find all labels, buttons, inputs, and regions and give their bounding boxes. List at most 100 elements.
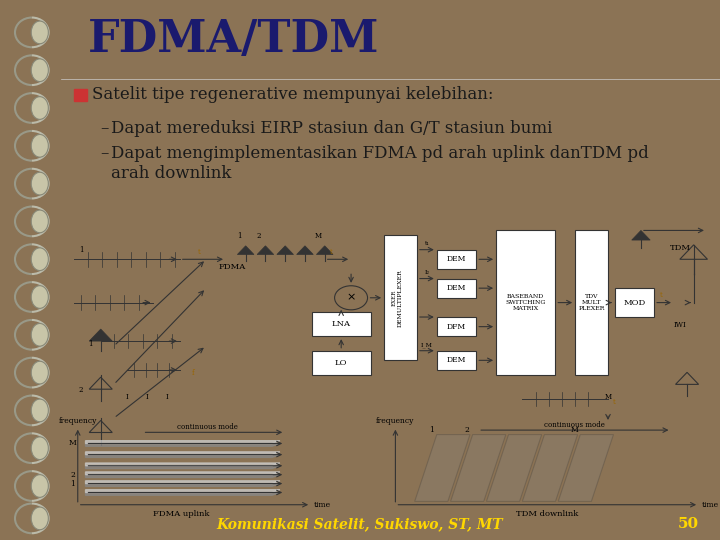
Text: DFM: DFM: [447, 323, 466, 330]
Text: TDV
MULT
PLEXER: TDV MULT PLEXER: [578, 294, 605, 311]
FancyBboxPatch shape: [437, 350, 476, 370]
Text: Komunikasi Satelit, Sukiswo, ST, MT: Komunikasi Satelit, Sukiswo, ST, MT: [217, 517, 503, 531]
Polygon shape: [86, 441, 280, 443]
Ellipse shape: [31, 210, 48, 233]
Polygon shape: [451, 435, 505, 501]
Text: M: M: [315, 232, 322, 240]
FancyBboxPatch shape: [496, 231, 555, 375]
Text: I_M: I_M: [420, 342, 433, 348]
Text: time: time: [702, 501, 719, 509]
Text: 50: 50: [678, 517, 698, 531]
Ellipse shape: [31, 361, 48, 384]
Text: EXER: EXER: [392, 289, 397, 306]
Polygon shape: [86, 492, 280, 495]
Text: f: f: [192, 369, 194, 377]
Polygon shape: [487, 435, 541, 501]
FancyBboxPatch shape: [437, 279, 476, 298]
Text: MOD: MOD: [624, 299, 646, 307]
Text: M: M: [605, 393, 611, 401]
Text: IWI: IWI: [674, 321, 687, 329]
Text: FDMA: FDMA: [219, 263, 246, 271]
Text: 1: 1: [429, 427, 433, 434]
Text: t: t: [330, 248, 333, 256]
Polygon shape: [316, 246, 333, 254]
Polygon shape: [86, 481, 280, 484]
Text: continuous mode: continuous mode: [177, 423, 238, 431]
Polygon shape: [257, 246, 274, 254]
Ellipse shape: [31, 172, 48, 195]
Polygon shape: [631, 231, 650, 240]
Text: 2: 2: [70, 471, 75, 478]
Ellipse shape: [31, 59, 48, 82]
Ellipse shape: [31, 507, 48, 530]
Text: Satelit tipe regenerative mempunyai kelebihan:: Satelit tipe regenerative mempunyai kele…: [92, 86, 494, 103]
Polygon shape: [238, 246, 254, 254]
FancyBboxPatch shape: [312, 350, 371, 375]
Ellipse shape: [31, 475, 48, 497]
Text: 2: 2: [78, 386, 84, 394]
Text: time: time: [314, 501, 330, 509]
Ellipse shape: [31, 399, 48, 422]
Text: 1: 1: [89, 340, 93, 348]
Polygon shape: [89, 329, 112, 341]
Text: frequency: frequency: [58, 417, 97, 426]
FancyBboxPatch shape: [437, 317, 476, 336]
Text: LO: LO: [335, 359, 348, 367]
Polygon shape: [86, 472, 280, 475]
Text: FDMA/TDM: FDMA/TDM: [88, 18, 379, 61]
Text: I: I: [126, 393, 128, 401]
Polygon shape: [86, 452, 280, 455]
Text: Dapat mereduksi EIRP stasiun dan G/T stasiun bumi: Dapat mereduksi EIRP stasiun dan G/T sta…: [111, 120, 552, 137]
Text: Dapat mengimplementasikan FDMA pd arah uplink danTDM pd
arah downlink: Dapat mengimplementasikan FDMA pd arah u…: [111, 145, 649, 182]
FancyBboxPatch shape: [437, 249, 476, 269]
Text: 2: 2: [256, 232, 261, 240]
Polygon shape: [86, 465, 280, 469]
Ellipse shape: [31, 286, 48, 308]
Polygon shape: [277, 246, 294, 254]
Polygon shape: [415, 435, 470, 501]
Text: TDM: TDM: [670, 244, 691, 252]
Ellipse shape: [31, 134, 48, 157]
Text: TDM downlink: TDM downlink: [516, 510, 578, 518]
Polygon shape: [86, 443, 280, 446]
Polygon shape: [523, 435, 577, 501]
Text: –: –: [101, 145, 109, 163]
FancyBboxPatch shape: [312, 312, 371, 336]
Polygon shape: [86, 455, 280, 457]
Ellipse shape: [31, 437, 48, 460]
Text: frequency: frequency: [377, 417, 415, 426]
Text: I: I: [145, 393, 148, 401]
Text: DEM: DEM: [447, 255, 466, 264]
Text: 1: 1: [70, 480, 75, 488]
Text: DEM: DEM: [447, 356, 466, 365]
FancyBboxPatch shape: [73, 89, 87, 101]
Text: I: I: [165, 393, 168, 401]
Text: ×: ×: [346, 293, 356, 303]
Polygon shape: [558, 435, 613, 501]
Text: t₁: t₁: [424, 241, 429, 246]
Ellipse shape: [31, 97, 48, 119]
Text: M: M: [68, 440, 76, 448]
FancyBboxPatch shape: [615, 288, 654, 317]
Ellipse shape: [31, 323, 48, 346]
Polygon shape: [86, 484, 280, 487]
Ellipse shape: [31, 21, 48, 44]
Polygon shape: [297, 246, 313, 254]
FancyBboxPatch shape: [384, 235, 417, 360]
Polygon shape: [86, 463, 280, 465]
Text: DEMULTIPLEXER: DEMULTIPLEXER: [398, 269, 403, 327]
Text: DEM: DEM: [447, 284, 466, 292]
Text: 2: 2: [464, 427, 469, 434]
Text: BASEBAND
SWITCHING
MATRIX: BASEBAND SWITCHING MATRIX: [505, 294, 546, 311]
Text: t: t: [198, 248, 201, 256]
Text: I₂: I₂: [424, 270, 429, 275]
Polygon shape: [86, 490, 280, 492]
Text: t: t: [613, 397, 616, 406]
Polygon shape: [86, 475, 280, 477]
Text: continuous mode: continuous mode: [544, 421, 606, 429]
Text: 1: 1: [78, 246, 84, 254]
Text: LNA: LNA: [332, 320, 351, 328]
Text: –: –: [101, 120, 109, 137]
Text: M: M: [571, 427, 579, 434]
Text: t: t: [660, 291, 662, 299]
